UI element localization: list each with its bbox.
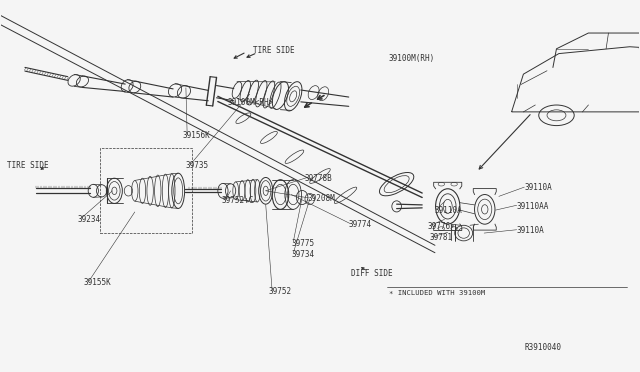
Text: 39734: 39734 — [291, 250, 314, 259]
Text: 39735: 39735 — [186, 161, 209, 170]
Text: 39100M<RH>: 39100M<RH> — [227, 98, 274, 107]
Text: 39110AA: 39110AA — [516, 202, 549, 211]
Text: 39156K: 39156K — [182, 131, 211, 141]
Text: 39110A: 39110A — [435, 206, 463, 215]
Text: 39110A: 39110A — [516, 226, 545, 235]
Text: 39208M: 39208M — [307, 195, 335, 203]
Text: 39781: 39781 — [430, 233, 453, 243]
Text: 39110A: 39110A — [524, 183, 552, 192]
Text: 39234: 39234 — [77, 215, 100, 224]
Text: TIRE SIDE: TIRE SIDE — [253, 46, 294, 55]
Text: 39774: 39774 — [349, 221, 372, 230]
Text: 39752+C: 39752+C — [221, 196, 253, 205]
Text: R3910040: R3910040 — [524, 343, 561, 352]
Text: 39752: 39752 — [269, 287, 292, 296]
Text: 39775: 39775 — [291, 239, 314, 248]
Text: TIRE SIDE: TIRE SIDE — [7, 161, 49, 170]
Text: DIFF SIDE: DIFF SIDE — [351, 269, 392, 278]
Text: 39776∗: 39776∗ — [428, 222, 455, 231]
Text: 39778B: 39778B — [304, 174, 332, 183]
Text: 39155K: 39155K — [84, 278, 111, 287]
Bar — [100, 148, 192, 234]
Text: ∗ INCLUDED WITH 39100M: ∗ INCLUDED WITH 39100M — [389, 291, 485, 296]
Text: 39100M(RH): 39100M(RH) — [389, 54, 435, 62]
